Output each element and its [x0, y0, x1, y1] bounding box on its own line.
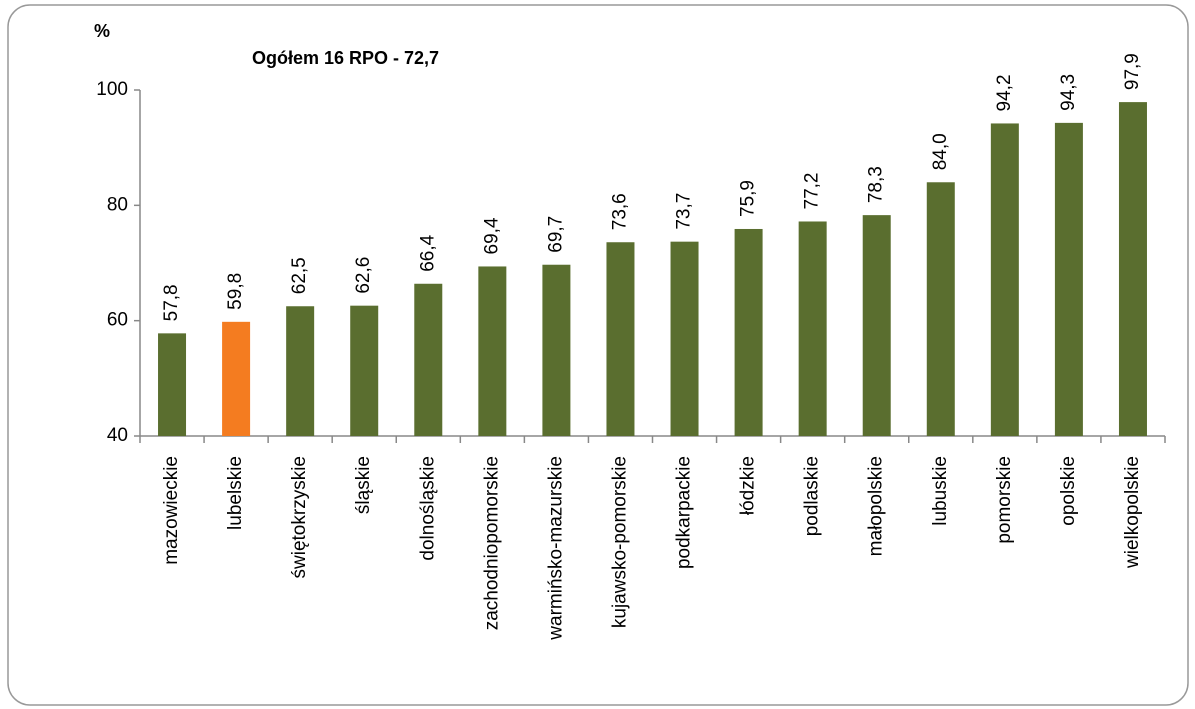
x-tick-label: dolnośląskie — [417, 456, 438, 561]
y-tick-label: 60 — [107, 310, 128, 331]
y-tick-label: 100 — [96, 79, 128, 100]
bar — [734, 228, 763, 436]
value-label: 94,3 — [1058, 74, 1079, 111]
value-label: 75,9 — [738, 180, 759, 217]
x-tick-label: kujawsko-pomorskie — [609, 456, 630, 628]
bar — [862, 215, 891, 436]
chart-frame — [7, 4, 1189, 706]
x-tick-label: świętokrzyskie — [289, 456, 310, 578]
x-tick-label: warmińsko-mazurskie — [545, 456, 566, 641]
bar — [990, 123, 1019, 437]
bar — [414, 283, 443, 436]
value-label: 73,6 — [609, 193, 630, 230]
bar — [350, 305, 379, 436]
x-tick-label: śląskie — [353, 456, 374, 514]
value-label: 78,3 — [866, 166, 887, 203]
bar — [1054, 122, 1083, 437]
value-label: 94,2 — [994, 74, 1015, 111]
x-tick-label: mazowieckie — [161, 456, 182, 565]
value-label: 62,5 — [289, 257, 310, 294]
bar — [606, 242, 635, 436]
value-label: 73,7 — [674, 193, 695, 230]
value-label: 62,6 — [353, 257, 374, 294]
x-tick-label: pomorskie — [994, 456, 1015, 544]
y-tick-label: 80 — [107, 194, 128, 215]
x-tick-label: podlaskie — [802, 456, 823, 536]
bar — [1118, 102, 1147, 437]
value-label: 66,4 — [417, 234, 438, 271]
chart-title: Ogółem 16 RPO - 72,7 — [252, 48, 439, 68]
x-tick-label: zachodniopomorskie — [481, 456, 502, 630]
x-tick-label: podkarpackie — [674, 456, 695, 569]
value-label: 97,9 — [1122, 53, 1143, 90]
x-tick-label: łódzkie — [738, 456, 759, 515]
value-label: 59,8 — [225, 273, 246, 310]
bar — [926, 182, 955, 436]
bar — [798, 221, 827, 436]
value-label: 77,2 — [802, 172, 823, 209]
bar — [222, 321, 251, 436]
bar — [158, 333, 187, 436]
x-tick-label: lubelskie — [225, 456, 246, 530]
y-axis-label: % — [94, 21, 110, 41]
value-label: 69,7 — [545, 216, 566, 253]
x-tick-label: opolskie — [1058, 456, 1079, 526]
value-label: 57,8 — [161, 284, 182, 321]
bar — [542, 264, 571, 436]
x-tick-label: lubuskie — [930, 456, 951, 526]
bar — [478, 266, 507, 436]
bar — [670, 241, 699, 436]
x-tick-label: małopolskie — [866, 456, 887, 556]
value-label: 69,4 — [481, 217, 502, 254]
x-tick-label: wielkopolskie — [1122, 456, 1143, 569]
bar — [286, 306, 315, 436]
y-tick-label: 40 — [107, 425, 128, 446]
value-label: 84,0 — [930, 133, 951, 170]
